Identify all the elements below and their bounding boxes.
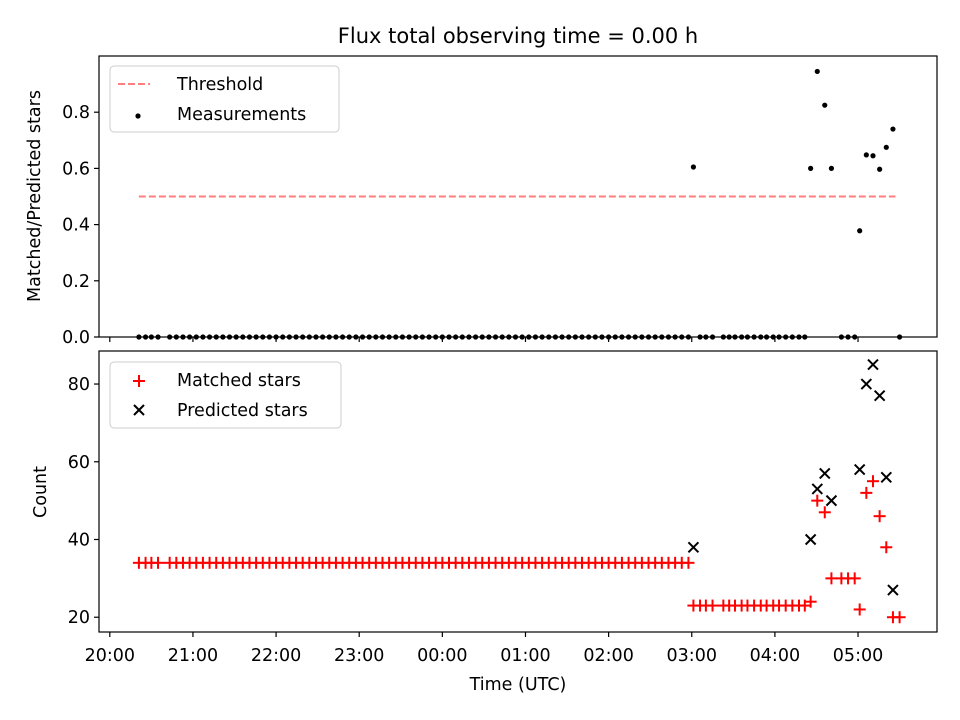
- matched-stars-point: [880, 541, 893, 554]
- measurement-point: [890, 126, 896, 132]
- matched-stars-point: [866, 475, 879, 488]
- predicted-stars-point: [687, 541, 700, 553]
- matched-stars-point: [860, 486, 873, 499]
- measurement-point: [690, 164, 697, 170]
- predicted-stars-point: [819, 467, 831, 480]
- x-tick-label: 00:00: [417, 646, 467, 666]
- measurement-point: [877, 166, 883, 172]
- y-tick-label: 0.4: [62, 216, 90, 236]
- matched-stars-point: [853, 603, 866, 616]
- x-tick-label: 02:00: [583, 646, 633, 666]
- matched-stars-point: [893, 611, 906, 624]
- y-tick-label: 0.8: [62, 103, 90, 123]
- y-tick-label: 0.6: [62, 159, 90, 179]
- legend-matched-swatch: [133, 375, 145, 387]
- measurement-point: [883, 144, 889, 150]
- predicted-stars-point: [873, 389, 886, 402]
- legend-threshold-label: Threshold: [176, 75, 263, 95]
- measurement-point: [814, 68, 820, 75]
- x-tick-label: 23:00: [334, 646, 384, 666]
- legend-measurements-label: Measurements: [177, 105, 306, 125]
- matched-stars-point: [706, 599, 719, 612]
- y-tick-label: 40: [68, 530, 90, 550]
- predicted-stars-point: [880, 471, 892, 484]
- bottom-panel: 20 40 60 80 20:00 21:00 22:00 23:00 00:00 01:00 0…: [31, 350, 938, 695]
- measurement-point: [870, 153, 876, 159]
- predicted-stars-point: [811, 483, 823, 495]
- bottom-y-axis-label: Count: [31, 466, 51, 518]
- top-legend-box: [109, 65, 340, 133]
- predicted-stars-point: [887, 584, 899, 596]
- matched-stars-point: [152, 556, 165, 569]
- x-tick-label: 01:00: [500, 646, 550, 666]
- x-tick-label: 03:00: [667, 646, 717, 666]
- bottom-plot-marks: [132, 358, 906, 624]
- predicted-stars-point: [867, 358, 879, 371]
- bottom-x-ticks: 20:00 21:00 22:00 23:00 00:00 01:00 02:00 03:00…: [85, 632, 883, 666]
- top-panel: 0.00.20.40.60.8 Matched/Predicted stars …: [25, 55, 938, 348]
- measurement-point: [808, 165, 814, 171]
- legend-measurements-swatch: [135, 113, 141, 119]
- measurement-point: [828, 165, 835, 171]
- top-axes-frame: [98, 55, 938, 338]
- figure-title: Flux total observing time = 0.00 h: [338, 24, 698, 48]
- matched-stars-point: [848, 572, 861, 585]
- y-tick-label: 0.0: [62, 328, 90, 348]
- predicted-stars-point: [804, 533, 817, 546]
- bottom-legend: Matched stars Predicted stars: [109, 361, 342, 429]
- legend-predicted-swatch: [133, 404, 145, 416]
- x-tick-label: 21:00: [168, 646, 218, 666]
- x-tick-label: 22:00: [251, 646, 301, 666]
- bottom-legend-box: [109, 361, 342, 429]
- matched-stars-point: [811, 494, 824, 507]
- matched-stars-point: [818, 506, 831, 519]
- measurement-point: [863, 152, 869, 158]
- y-tick-label: 80: [68, 375, 90, 395]
- predicted-stars-point: [853, 463, 866, 476]
- y-tick-label: 0.2: [62, 272, 90, 292]
- top-y-axis-label: Matched/Predicted stars: [25, 90, 45, 302]
- top-y-ticks: 0.0 0.2 0.4 0.6 0.8: [62, 103, 99, 348]
- matched-stars-point: [682, 556, 695, 569]
- measurement-point: [857, 228, 863, 234]
- matched-stars-point: [804, 595, 817, 608]
- x-tick-label: 05:00: [833, 646, 883, 666]
- y-tick-label: 60: [68, 453, 90, 473]
- top-legend: Threshold Measurements: [109, 65, 340, 133]
- x-axis-label: Time (UTC): [469, 675, 567, 695]
- bottom-y-ticks: 20 40 60 80: [68, 375, 99, 628]
- y-tick-label: 20: [68, 608, 90, 628]
- legend-predicted-label: Predicted stars: [177, 401, 308, 421]
- measurement-point: [822, 102, 828, 108]
- matched-stars-point: [873, 510, 886, 523]
- predicted-stars-point: [860, 378, 873, 390]
- legend-matched-label: Matched stars: [177, 371, 301, 391]
- bottom-axes-frame: [98, 350, 938, 633]
- predicted-stars-point: [825, 494, 838, 507]
- x-tick-label: 04:00: [750, 646, 800, 666]
- x-tick-label: 20:00: [85, 646, 135, 666]
